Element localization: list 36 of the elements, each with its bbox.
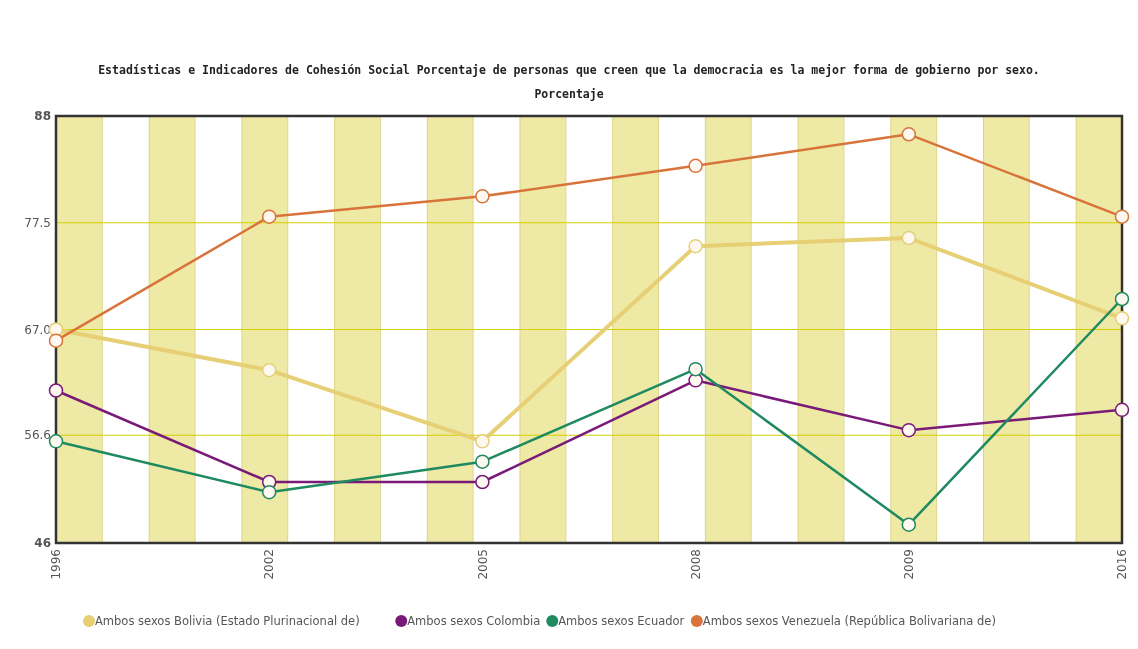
point — [48, 434, 64, 449]
point — [48, 333, 64, 348]
y-tick-label: 88 — [34, 109, 51, 124]
point — [688, 158, 703, 174]
point — [1114, 209, 1130, 224]
point — [1114, 402, 1130, 418]
y-tick-label: 77.5 — [24, 215, 51, 230]
x-tick-label: 2009 — [902, 549, 916, 580]
y-tick-label: 56.6 — [24, 428, 51, 443]
point — [688, 361, 703, 377]
x-tick-label: 2002 — [262, 549, 277, 580]
point — [688, 238, 703, 254]
point — [475, 189, 490, 204]
y-tick-label: 46 — [34, 536, 51, 551]
point — [1114, 311, 1130, 326]
point — [48, 383, 64, 398]
point — [1114, 291, 1130, 307]
legend-label: Ambos sexos Ecuador — [558, 614, 685, 628]
point — [475, 474, 490, 490]
chart-title: Estadísticas e Indicadores de Cohesión Social Porcentaje de personas que creen que la democracia es la mejor forma de gobierno por sexo. Porcentaje — [97, 62, 1041, 103]
point — [901, 230, 917, 246]
legend-label: Ambos sexos Colombia — [407, 614, 541, 628]
point — [901, 127, 917, 142]
point — [475, 434, 490, 449]
legend-label: Ambos sexos Bolivia (Estado Plurinacional de) — [95, 614, 360, 628]
x-tick-label: 2008 — [688, 549, 703, 580]
point — [901, 422, 917, 438]
x-tick-label: 2016 — [1115, 549, 1130, 580]
x-tick-label: 2005 — [475, 549, 490, 580]
point — [261, 484, 277, 500]
x-tick-label: 1996 — [49, 549, 64, 580]
legend-label: Ambos sexos Venezuela (República Bolivariana de) — [702, 614, 996, 628]
point — [901, 517, 917, 532]
point — [475, 454, 490, 469]
point — [261, 362, 277, 378]
point — [261, 209, 277, 224]
